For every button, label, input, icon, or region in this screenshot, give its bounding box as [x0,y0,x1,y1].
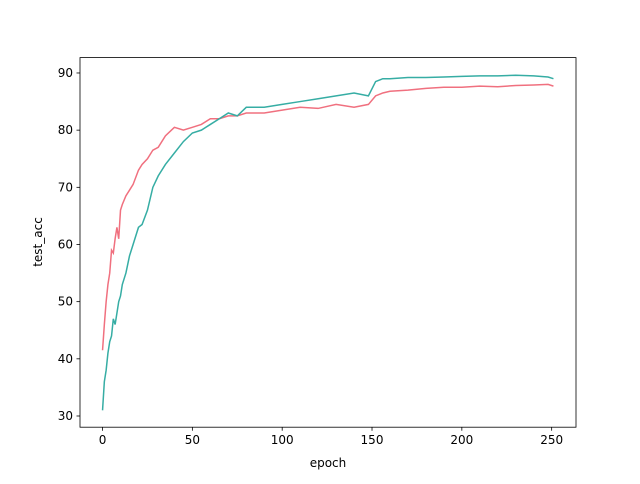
plot-frame [79,57,577,428]
y-tick-label: 60 [58,237,73,251]
y-tick-label: 70 [58,180,73,194]
x-tick-label: 250 [540,433,563,447]
y-tick-label: 90 [58,66,73,80]
y-axis-label: test_acc [31,217,45,267]
y-tick-label: 50 [58,295,73,309]
x-tick-label: 150 [361,433,384,447]
y-tick-label: 30 [58,409,73,423]
data-line [101,83,554,351]
x-tick-label: 50 [185,433,200,447]
x-tick-label: 200 [450,433,473,447]
data-line [101,74,554,411]
x-tick-label: 100 [271,433,294,447]
x-tick-label: 0 [99,433,107,447]
y-tick-label: 40 [58,352,73,366]
x-axis-label: epoch [310,456,347,470]
y-tick-label: 80 [58,123,73,137]
